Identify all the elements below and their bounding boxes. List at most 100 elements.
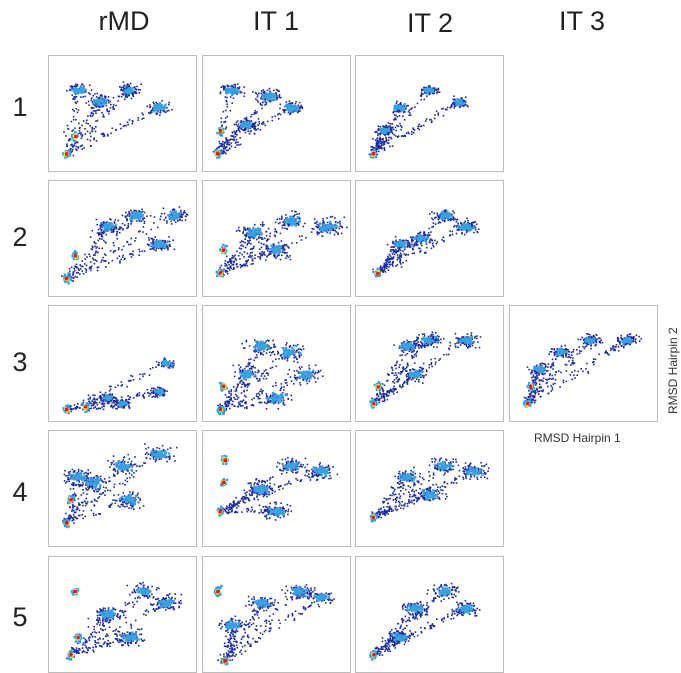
- density-point: [384, 263, 386, 265]
- density-point: [431, 218, 433, 220]
- density-point: [253, 128, 255, 130]
- density-point: [72, 149, 74, 151]
- density-point: [219, 143, 221, 145]
- density-point: [454, 105, 456, 107]
- density-point: [375, 139, 377, 141]
- density-point: [317, 224, 319, 226]
- density-point: [237, 120, 239, 122]
- density-point: [236, 93, 238, 95]
- density-point: [231, 85, 233, 87]
- density-point: [93, 110, 95, 112]
- density-point: [456, 233, 458, 235]
- density-point: [414, 243, 416, 245]
- density-point: [400, 102, 402, 104]
- density-point: [265, 231, 267, 233]
- density-point: [412, 248, 414, 250]
- density-point: [410, 237, 412, 239]
- density-point: [268, 254, 270, 256]
- density-point: [459, 107, 461, 109]
- density-point: [175, 222, 177, 224]
- density-point: [267, 121, 269, 123]
- density-point: [101, 112, 103, 114]
- density-point: [396, 101, 398, 103]
- density-point: [80, 96, 82, 98]
- density-point: [158, 245, 160, 247]
- density-point: [95, 112, 97, 114]
- density-point: [151, 112, 153, 114]
- density-point: [252, 248, 254, 250]
- density-point: [101, 407, 103, 409]
- density-point: [246, 244, 248, 246]
- density-point: [392, 261, 394, 263]
- density-point: [285, 244, 287, 246]
- density-point: [94, 93, 96, 95]
- density-point: [103, 98, 105, 100]
- density-point: [269, 251, 271, 253]
- density-point: [281, 216, 283, 218]
- density-point: [255, 92, 257, 94]
- density-point: [455, 218, 457, 220]
- density-point: [401, 266, 403, 268]
- density-point: [281, 240, 283, 242]
- density-point: [256, 111, 258, 113]
- density-point: [247, 228, 249, 230]
- density-point: [413, 246, 415, 248]
- density-point: [141, 113, 143, 115]
- density-point: [226, 97, 228, 99]
- density-point: [172, 240, 174, 242]
- density-point: [130, 216, 132, 218]
- density-point: [424, 252, 426, 254]
- density-point: [316, 231, 318, 233]
- density-point: [377, 135, 379, 137]
- density-point: [238, 144, 240, 146]
- panel-row2-it2: [355, 180, 504, 297]
- density-point: [372, 138, 374, 140]
- density-point: [262, 222, 264, 224]
- density-point: [400, 263, 402, 265]
- density-point: [389, 125, 391, 127]
- density-point: [443, 240, 445, 242]
- density-point: [137, 393, 139, 395]
- density-point: [184, 210, 186, 212]
- density-point: [407, 244, 409, 246]
- density-point: [166, 222, 168, 224]
- density-point: [261, 247, 263, 249]
- density-point: [103, 114, 105, 116]
- density-point: [405, 107, 407, 109]
- density-point: [94, 263, 96, 265]
- density-point: [220, 271, 223, 274]
- density-point: [225, 270, 227, 272]
- density-point: [390, 137, 392, 139]
- density-point: [82, 96, 84, 98]
- density-point: [243, 256, 245, 258]
- density-point: [293, 107, 295, 109]
- density-point: [164, 246, 166, 248]
- density-point: [146, 106, 148, 108]
- density-point: [71, 151, 73, 153]
- density-point: [121, 396, 123, 398]
- density-point: [250, 248, 252, 250]
- density-point: [445, 109, 447, 111]
- density-point: [84, 96, 86, 98]
- density-point: [126, 96, 128, 98]
- density-point: [372, 146, 374, 148]
- density-point: [119, 262, 121, 264]
- density-point: [378, 125, 380, 127]
- density-point: [105, 242, 107, 244]
- density-point: [388, 130, 390, 132]
- density-point: [180, 211, 182, 213]
- density-point: [319, 222, 321, 224]
- density-point: [283, 109, 285, 111]
- density-point: [390, 251, 392, 253]
- density-point: [143, 397, 145, 399]
- density-point: [323, 223, 325, 225]
- density-point: [85, 271, 87, 273]
- density-point: [95, 406, 97, 408]
- density-point: [139, 392, 141, 394]
- density-point: [151, 388, 153, 390]
- density-point: [125, 216, 127, 218]
- density-point: [440, 222, 442, 224]
- density-point: [88, 101, 90, 103]
- density-point: [142, 250, 144, 252]
- density-point: [454, 98, 456, 100]
